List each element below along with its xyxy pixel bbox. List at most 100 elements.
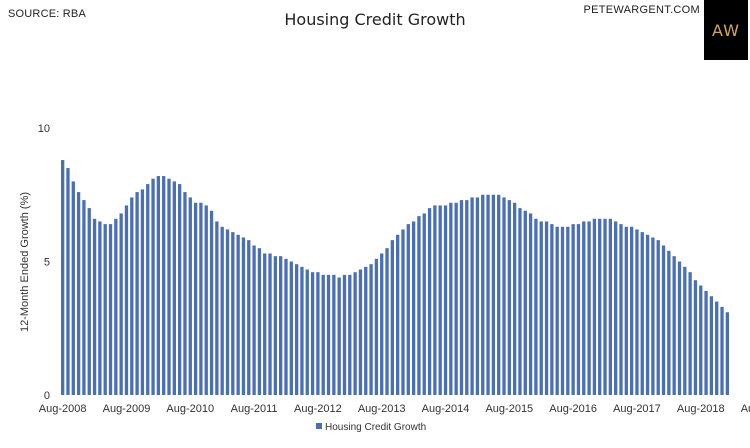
bar: [454, 202, 458, 395]
site-url: PETEWARGENT.COM: [583, 4, 700, 16]
bar: [61, 160, 65, 395]
logo-text: AW: [712, 20, 740, 40]
bar: [651, 237, 655, 395]
bar: [193, 202, 198, 395]
bar: [560, 226, 565, 395]
y-tick-label: 0: [44, 390, 50, 402]
x-tick-label: Aug-2009: [103, 403, 151, 415]
bar: [310, 272, 315, 395]
bar: [188, 197, 192, 395]
bar: [209, 210, 214, 395]
bar: [172, 181, 176, 395]
x-tick-label: Aug-2017: [613, 403, 661, 415]
bar: [683, 266, 687, 395]
bar: [279, 256, 283, 395]
legend: Housing Credit Growth: [316, 422, 426, 433]
bar: [592, 218, 597, 395]
x-tick-label: Aug-2012: [294, 403, 342, 415]
bar: [348, 274, 352, 395]
bar: [289, 261, 293, 395]
bar: [215, 221, 219, 395]
bar: [98, 221, 102, 395]
y-tick-label: 5: [44, 257, 50, 269]
source-label: SOURCE: RBA: [8, 8, 86, 20]
bar: [672, 256, 676, 395]
x-tick-label: Aug-2010: [166, 403, 214, 415]
bar: [151, 178, 155, 395]
bar: [103, 224, 107, 395]
bar: [438, 205, 442, 395]
bar: [459, 200, 464, 395]
bar: [82, 200, 86, 395]
bar: [406, 224, 410, 395]
bar: [534, 218, 538, 395]
bar: [528, 213, 533, 395]
bar: [305, 269, 309, 395]
bar: [422, 213, 426, 395]
bar: [257, 248, 262, 395]
bar: [162, 176, 166, 395]
bar: [241, 237, 246, 395]
bar: [608, 218, 613, 395]
bar: [252, 245, 256, 395]
bar: [342, 274, 347, 395]
bar: [587, 221, 591, 395]
x-tick-label: Aug-2018: [677, 403, 725, 415]
bar: [523, 210, 527, 395]
bar: [693, 280, 698, 395]
bar: [699, 285, 703, 395]
bar: [385, 248, 389, 395]
bar: [709, 296, 714, 395]
bar: [614, 221, 618, 395]
bar: [87, 208, 91, 395]
bar: [481, 194, 485, 395]
y-axis-label: 12-Month Ended Growth (%): [19, 192, 31, 332]
bar: [667, 250, 671, 395]
bar: [66, 168, 70, 395]
x-tick-label: Aug-2014: [422, 403, 470, 415]
bar: [396, 234, 400, 395]
legend-label: Housing Credit Growth: [325, 422, 426, 433]
bar: [76, 192, 81, 395]
bar: [576, 224, 581, 395]
brand-logo: AW: [704, 0, 748, 60]
bar: [411, 221, 416, 395]
bars-group: [61, 160, 729, 395]
bar: [146, 184, 150, 395]
bar: [204, 205, 208, 395]
bar: [300, 266, 304, 395]
bar: [512, 202, 517, 395]
x-tick-label: Aug-2008: [39, 403, 87, 415]
bar: [401, 229, 405, 395]
bar: [332, 274, 336, 395]
bar: [624, 226, 628, 395]
bar: [294, 264, 299, 395]
bar: [130, 197, 134, 395]
bar: [640, 232, 644, 395]
bar: [199, 202, 203, 395]
bar: [427, 208, 432, 395]
x-tick-label: Aug-2019: [741, 403, 750, 415]
bar: [337, 277, 341, 395]
bar: [566, 226, 570, 395]
bar: [677, 261, 682, 395]
bar: [140, 189, 145, 395]
bar: [491, 194, 496, 395]
bar: [598, 218, 602, 395]
bar: [177, 184, 182, 395]
bar: [247, 240, 251, 395]
x-axis-ticks: Aug-2008 Aug-2009 Aug-2010 Aug-2011 Aug-2012…: [39, 403, 750, 415]
bar: [321, 274, 325, 395]
bar: [390, 240, 394, 395]
chart-title: Housing Credit Growth: [284, 10, 466, 29]
bar: [135, 192, 139, 395]
bar: [167, 178, 171, 395]
bar: [550, 224, 554, 395]
bar: [497, 194, 501, 395]
bar: [470, 197, 474, 395]
bar: [720, 306, 724, 395]
bar: [380, 253, 384, 395]
x-tick-label: Aug-2013: [358, 403, 406, 415]
bar: [119, 213, 123, 395]
